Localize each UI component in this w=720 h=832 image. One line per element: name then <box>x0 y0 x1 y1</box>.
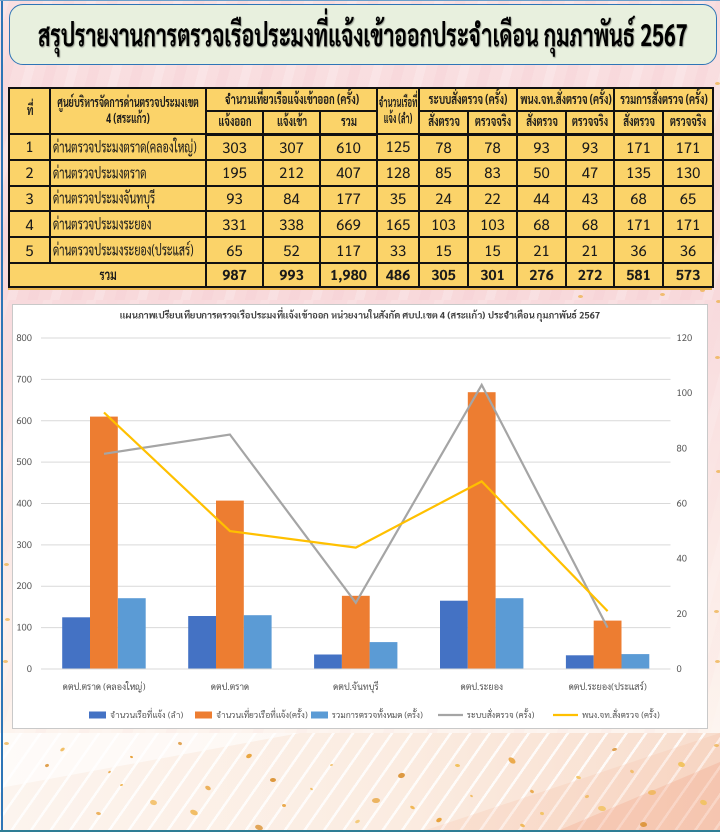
svg-text:80: 80 <box>677 442 687 454</box>
svg-text:จำนวนเที่ยวเรือที่แจ้ง(ครั้ง): จำนวนเที่ยวเรือที่แจ้ง(ครั้ง) <box>216 707 308 720</box>
svg-text:100: 100 <box>16 622 32 634</box>
svg-text:200: 200 <box>16 580 32 592</box>
svg-text:จำนวนเรือที่แจ้ง (ลำ): จำนวนเรือที่แจ้ง (ลำ) <box>110 707 184 720</box>
svg-text:300: 300 <box>16 539 32 551</box>
svg-text:20: 20 <box>677 608 687 620</box>
svg-text:ดตป.ตราด: ดตป.ตราด <box>211 681 249 693</box>
svg-text:500: 500 <box>16 456 32 468</box>
svg-text:พนง.จท.สั่งตรวจ (ครั้ง): พนง.จท.สั่งตรวจ (ครั้ง) <box>582 707 660 720</box>
svg-text:600: 600 <box>16 415 32 427</box>
svg-text:รวมการตรวจทั้งหมด (ครั้ง): รวมการตรวจทั้งหมด (ครั้ง) <box>332 707 423 720</box>
svg-text:120: 120 <box>677 332 693 344</box>
svg-text:40: 40 <box>677 553 687 565</box>
svg-text:ระบบสั่งตรวจ (ครั้ง): ระบบสั่งตรวจ (ครั้ง) <box>467 707 535 720</box>
svg-text:ดตป.ระยอง(ประแสร์): ดตป.ระยอง(ประแสร์) <box>568 681 646 693</box>
svg-text:60: 60 <box>677 498 687 510</box>
svg-text:ดตป.ระยอง: ดตป.ระยอง <box>460 681 503 693</box>
svg-text:400: 400 <box>16 498 32 510</box>
svg-text:ดตป.ตราด (คลองใหญ่): ดตป.ตราด (คลองใหญ่) <box>63 681 146 693</box>
svg-text:700: 700 <box>16 373 32 385</box>
svg-text:100: 100 <box>677 387 693 399</box>
svg-text:0: 0 <box>27 663 32 675</box>
svg-text:ดตป.จันทบุรี: ดตป.จันทบุรี <box>333 681 379 693</box>
svg-text:0: 0 <box>677 663 682 675</box>
svg-text:800: 800 <box>16 332 32 344</box>
svg-text:แผนภาพเปรียบเทียบการตรวจเรือปร: แผนภาพเปรียบเทียบการตรวจเรือประมงที่แจ้ง… <box>120 307 600 324</box>
